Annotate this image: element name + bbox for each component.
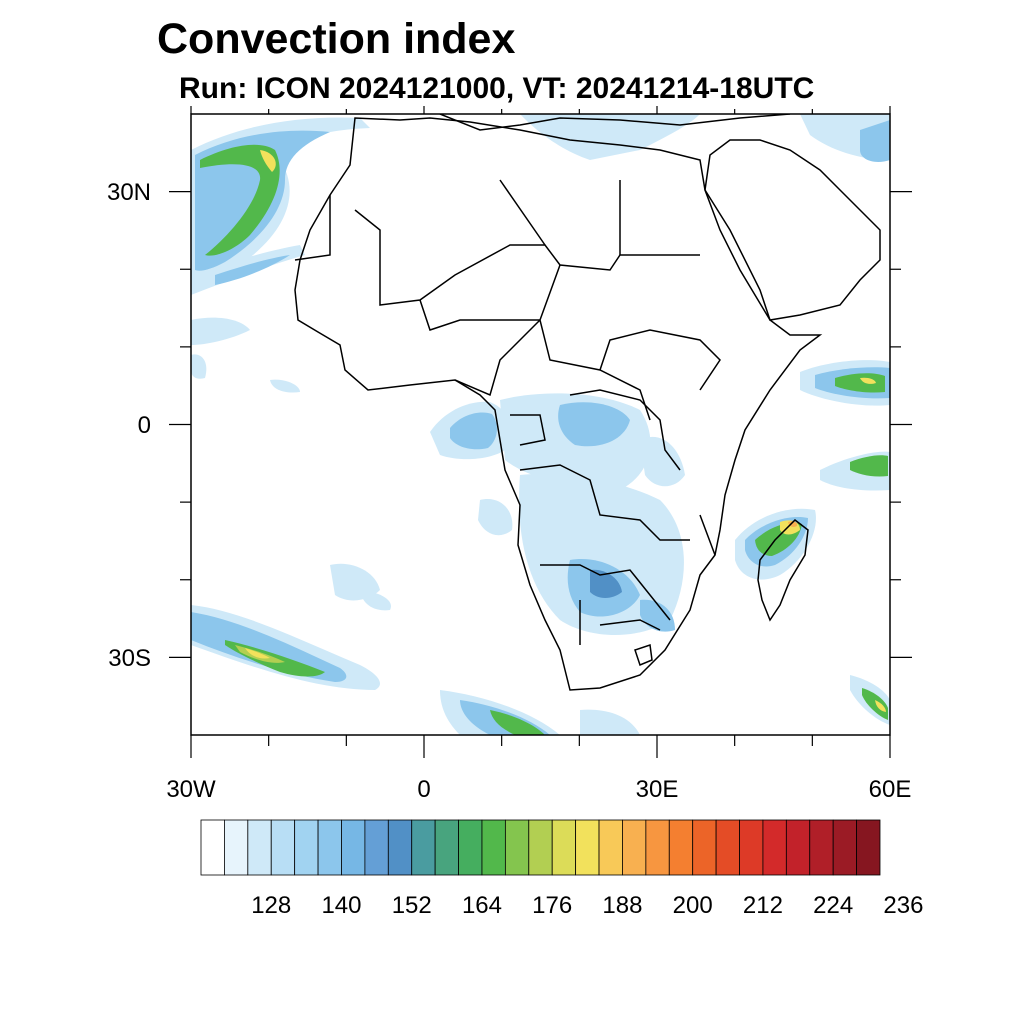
colorbar-label-140: 140 [321, 892, 361, 919]
x-tick-label-0: 0 [417, 776, 430, 803]
y-tick-label-30n: 30N [107, 179, 151, 206]
colorbar-label-128: 128 [251, 892, 291, 919]
colorbar-box-17 [598, 819, 623, 876]
field-ga-light [640, 436, 685, 487]
field-sa-dark [590, 569, 622, 598]
colorbar-box-16 [575, 819, 600, 876]
colorbar-box-11 [458, 819, 483, 876]
colorbar-box-5 [317, 819, 342, 876]
field-io-green [850, 455, 888, 477]
colorbar-box-7 [364, 819, 389, 876]
field-se-green [862, 688, 888, 720]
border-6 [579, 514, 716, 645]
field-nw-band-green [200, 144, 280, 256]
field-wa-2 [191, 354, 207, 379]
field-ne-medium [860, 120, 890, 162]
colorbar-box-2 [247, 819, 272, 876]
colorbar-labels: 128 140 152 164 176 188 200 212 224 236 [251, 892, 923, 919]
colorbar-box-18 [622, 819, 647, 876]
colorbar-label-164: 164 [462, 892, 502, 919]
field-gulf-medium [450, 412, 497, 450]
x-tick-label-30w: 30W [166, 776, 216, 803]
colorbar-box-13 [504, 819, 530, 876]
chart-title: Convection index [157, 15, 516, 63]
colorbar-box-0 [200, 819, 225, 876]
colorbar-box-25 [785, 819, 811, 876]
colorbar-box-6 [341, 819, 366, 876]
colorbar-box-9 [411, 819, 436, 876]
colorbar-box-23 [739, 819, 764, 876]
border-1 [354, 209, 700, 306]
border-7 [510, 389, 681, 471]
colorbar-box-21 [692, 819, 717, 876]
coastlines [294, 114, 881, 691]
field-nw-band2-medium [215, 255, 290, 285]
colorbar-box-27 [832, 819, 857, 876]
colorbar-box-1 [224, 819, 249, 876]
chart-subtitle: Run: ICON 2024121000, VT: 20241214-18UTC [179, 72, 815, 105]
field-ang-light [478, 499, 513, 536]
colorbar-boxes [200, 819, 881, 876]
y-tick-label-0: 0 [138, 412, 151, 439]
colorbar-box-14 [528, 819, 553, 876]
colorbar-box-15 [551, 819, 577, 876]
border-4 [454, 319, 721, 397]
border-3 [294, 195, 540, 331]
field-congo-medium [558, 402, 630, 447]
field-as-green [835, 373, 885, 393]
colorbar-box-28 [856, 819, 881, 876]
field-nw-band-yellow [260, 150, 276, 172]
x-ticks [190, 106, 891, 758]
y-ticks [169, 191, 912, 658]
convection-field [191, 114, 890, 735]
field-as-yellow [860, 377, 876, 384]
colorbar-box-20 [668, 819, 694, 876]
colorbar-box-19 [645, 819, 670, 876]
field-sw-medium [191, 612, 347, 682]
colorbar-label-152: 152 [392, 892, 432, 919]
y-tick-label-30s: 30S [108, 645, 151, 672]
europe-coastline [439, 114, 791, 131]
colorbar-box-24 [762, 819, 787, 876]
border-5 [519, 464, 690, 621]
x-tick-label-60e: 60E [869, 776, 912, 803]
colorbar-box-12 [481, 819, 506, 876]
field-s-green [490, 710, 545, 735]
field-satl-2 [360, 590, 391, 611]
colorbar-box-8 [387, 819, 413, 876]
colorbar-label-224: 224 [813, 892, 853, 919]
field-s2-light [580, 709, 640, 735]
colorbar-box-3 [270, 819, 296, 876]
field-med-light [520, 114, 700, 160]
field-wa-1 [191, 317, 250, 345]
colorbar-box-26 [809, 819, 834, 876]
field-se-yellow [875, 700, 886, 712]
colorbar-box-10 [434, 819, 459, 876]
field-sa-light [519, 473, 684, 635]
colorbar: 128 140 152 164 176 188 200 212 224 236 [200, 819, 923, 919]
colorbar-label-236: 236 [883, 892, 923, 919]
plot-axes: 30W 0 30E 60E 30N 0 30S [107, 106, 912, 803]
colorbar-label-176: 176 [532, 892, 572, 919]
colorbar-label-212: 212 [743, 892, 783, 919]
colorbar-label-200: 200 [673, 892, 713, 919]
madagascar-coastline [757, 519, 809, 622]
field-sw-yellow [245, 648, 270, 659]
africa-coastline [294, 117, 823, 691]
lesotho-border [634, 644, 653, 667]
x-tick-label-30e: 30E [636, 776, 679, 803]
border-2 [499, 179, 651, 421]
colorbar-box-4 [294, 819, 319, 876]
colorbar-label-188: 188 [602, 892, 642, 919]
field-wa-3 [270, 379, 300, 393]
colorbar-box-22 [715, 819, 740, 876]
arabian-coastline [704, 139, 881, 321]
